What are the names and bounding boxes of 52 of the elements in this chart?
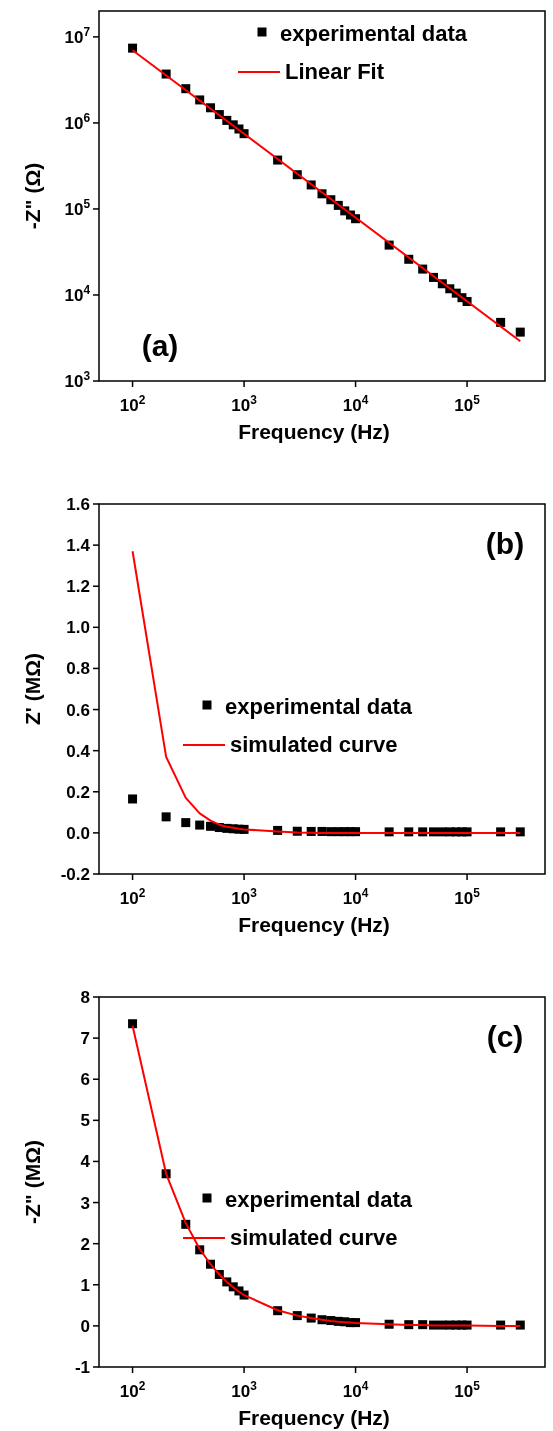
legend-label: simulated curve <box>230 1225 398 1250</box>
y-tick-label: 1 <box>80 1275 90 1295</box>
legend-label: simulated curve <box>230 732 398 757</box>
x-tick-label: 10$^{5}$ <box>454 393 481 415</box>
y-tick-label: -0.2 <box>60 865 90 884</box>
y-axis-title: Z' (MΩ) <box>21 653 44 725</box>
y-tick-label: 1.6 <box>66 495 90 514</box>
legend-label: experimental data <box>280 21 468 46</box>
x-tick-label: 10$^{4}$ <box>342 393 369 415</box>
y-tick-label: 6 <box>80 1070 90 1090</box>
legend-label: experimental data <box>225 1187 413 1212</box>
annotation: (c) <box>486 1020 524 1053</box>
y-axis-title: -Z" (MΩ) <box>21 1140 44 1224</box>
y-tick-label: 0.4 <box>66 741 91 761</box>
y-tick-label: 0.8 <box>66 659 90 679</box>
y-tick-label: 3 <box>80 1193 90 1213</box>
y-tick-label: 0.2 <box>66 782 90 802</box>
y-tick-label: 0.0 <box>66 823 90 843</box>
x-tick-label: 10$^{3}$ <box>231 1379 258 1401</box>
y-tick-label: 1.4 <box>66 536 91 556</box>
y-tick-label: 5 <box>80 1111 90 1131</box>
annotation: (a) <box>141 329 179 362</box>
x-tick-label: 10$^{5}$ <box>454 886 481 908</box>
x-tick-label: 10$^{3}$ <box>231 393 258 415</box>
x-tick-label: 10$^{4}$ <box>342 1379 369 1401</box>
y-tick-label: 7 <box>80 1029 90 1049</box>
y-tick-label: 10$^{6}$ <box>64 110 91 133</box>
x-tick-label: 10$^{4}$ <box>342 886 369 908</box>
x-tick-label: 10$^{3}$ <box>231 886 258 908</box>
y-tick-label: -1 <box>74 1358 90 1377</box>
y-axis-title: -Z" (Ω) <box>21 162 44 230</box>
y-tick-label: 10$^{4}$ <box>64 282 91 305</box>
y-tick-label: 10$^{3}$ <box>64 369 91 391</box>
x-tick-label: 10$^{2}$ <box>119 393 146 415</box>
y-tick-label: 0.6 <box>66 700 90 720</box>
x-axis-title: Frequency (Hz) <box>238 913 390 936</box>
x-axis-title: Frequency (Hz) <box>238 1406 390 1429</box>
y-tick-label: 1.2 <box>66 577 90 597</box>
y-tick-label: 0 <box>80 1316 90 1336</box>
legend-label: experimental data <box>225 694 413 719</box>
y-tick-label: 2 <box>80 1234 90 1254</box>
x-tick-label: 10$^{2}$ <box>119 1379 146 1401</box>
x-tick-label: 10$^{5}$ <box>454 1379 481 1401</box>
annotation: (b) <box>485 527 525 560</box>
y-tick-label: 10$^{7}$ <box>64 24 91 47</box>
y-tick-label: 4 <box>80 1152 91 1172</box>
y-tick-label: 1.0 <box>66 618 90 638</box>
y-tick-label: 10$^{5}$ <box>64 196 91 219</box>
legend-label: Linear Fit <box>285 59 385 84</box>
x-axis-title: Frequency (Hz) <box>238 420 390 443</box>
y-tick-label: 8 <box>80 988 90 1007</box>
x-tick-label: 10$^{2}$ <box>119 886 146 908</box>
